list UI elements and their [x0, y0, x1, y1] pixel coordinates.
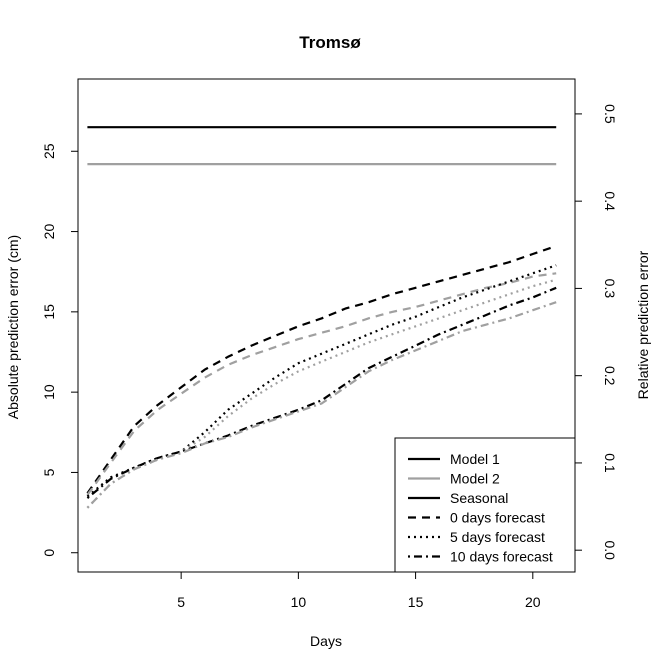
x-axis-label: Days — [310, 633, 342, 649]
y2-tick-label: 0.5 — [602, 104, 618, 124]
series-line-5-days-forecast-model-2 — [86, 278, 557, 509]
y2-tick-label: 0.4 — [602, 191, 618, 211]
y-axis-right: 0.0 0.1 0.2 0.3 0.4 0.5 — [574, 104, 618, 560]
y2-tick-label: 0.1 — [602, 453, 618, 473]
y-tick-label: 5 — [41, 468, 57, 476]
x-tick-label: 10 — [291, 594, 307, 610]
y-tick-label: 20 — [41, 224, 57, 240]
x-tick-label: 5 — [177, 594, 185, 610]
series-line-5-days-forecast-model-1 — [86, 264, 557, 498]
x-tick-label: 20 — [525, 594, 541, 610]
y-axis-label: Absolute prediction error (cm) — [5, 235, 21, 419]
legend-label: Model 2 — [450, 471, 500, 487]
series-line-0-days-forecast-model-1 — [86, 244, 557, 494]
y2-axis-label: Relative prediction error — [635, 250, 651, 399]
y-tick-label: 15 — [41, 304, 57, 320]
y-tick-label: 10 — [41, 384, 57, 400]
series-line-0-days-forecast-model-2 — [86, 272, 557, 496]
y2-tick-label: 0.0 — [602, 540, 618, 560]
legend-label: Model 1 — [450, 451, 500, 467]
legend: Model 1 Model 2 Seasonal 0 days forecast 5 d… — [394, 437, 576, 573]
series-layer — [86, 126, 557, 509]
y-tick-label: 0 — [41, 549, 57, 557]
series-line-10-days-forecast-model-2 — [86, 301, 557, 509]
y2-tick-label: 0.2 — [602, 366, 618, 386]
legend-label: Seasonal — [450, 490, 508, 506]
legend-box — [394, 437, 576, 573]
y-axis-left: 0 5 10 15 20 25 — [41, 143, 79, 557]
chart-title: Tromsø — [299, 33, 361, 52]
series-line-10-days-forecast-model-1 — [86, 286, 557, 499]
legend-label: 10 days forecast — [450, 549, 553, 565]
legend-label: 0 days forecast — [450, 510, 545, 526]
y2-tick-label: 0.3 — [602, 279, 618, 299]
x-tick-label: 15 — [408, 594, 424, 610]
legend-items: Model 1 Model 2 Seasonal 0 days forecast 5 d… — [408, 451, 553, 565]
legend-label: 5 days forecast — [450, 529, 545, 545]
y-tick-label: 25 — [41, 143, 57, 159]
